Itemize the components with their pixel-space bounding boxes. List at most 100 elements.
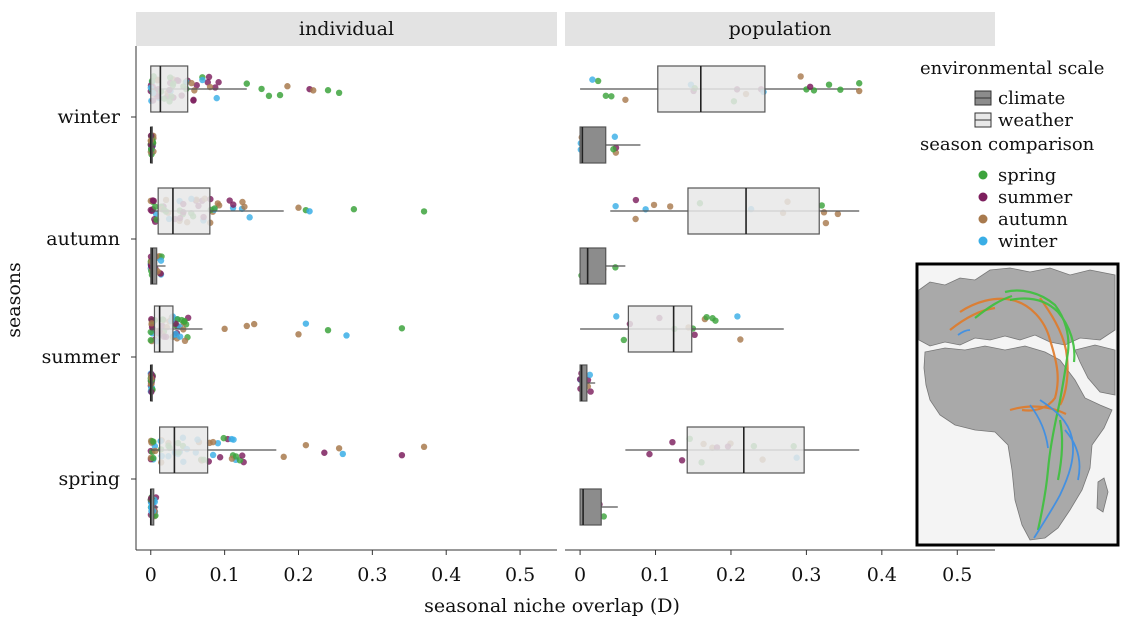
data-point-winter <box>209 451 217 459</box>
x-tick-label-population: 0.2 <box>716 564 746 586</box>
data-point-autumn <box>310 87 317 94</box>
data-point-winter <box>213 94 220 102</box>
legend-label-autumn: autumn <box>998 209 1068 230</box>
x-tick-label-individual: 0 <box>145 564 157 586</box>
box-body <box>153 305 174 353</box>
box-body <box>579 488 602 526</box>
box-body <box>159 426 209 474</box>
outliers-individual-autumn <box>295 204 428 215</box>
data-point-winter <box>228 435 235 443</box>
x-tick-label-individual: 0.2 <box>283 564 313 586</box>
data-point-winter <box>611 133 619 140</box>
outliers-individual-summer <box>221 320 406 339</box>
data-point-winter <box>613 313 620 320</box>
data-point-spring <box>220 434 227 442</box>
data-point-autumn <box>295 204 302 211</box>
y-axis-title: seasons <box>3 262 25 338</box>
box-body <box>627 305 693 353</box>
data-point-summer <box>216 454 224 461</box>
x-axis-title: seasonal niche overlap (D) <box>424 595 680 617</box>
data-point-spring <box>620 336 628 344</box>
box-individual-spring-weather <box>147 426 277 474</box>
legend-swatch-autumn <box>978 214 988 224</box>
data-point-spring <box>335 89 343 97</box>
facet-strip-individual <box>136 12 557 46</box>
outliers-individual-spring <box>280 441 428 461</box>
data-point-spring <box>152 203 159 210</box>
legend-swatch-winter <box>978 236 988 246</box>
data-point-autumn <box>241 203 248 210</box>
data-point-spring <box>818 202 825 209</box>
box-body <box>686 426 805 474</box>
data-point-spring <box>324 326 332 334</box>
legend-item-summer: summer <box>978 187 1073 208</box>
legend-item-climate: climate <box>974 88 1065 109</box>
data-point-autumn <box>335 445 343 452</box>
data-point-spring <box>243 80 250 87</box>
box-population-winter-weather <box>580 65 860 113</box>
box-population-spring-climate <box>579 488 618 526</box>
facet-label-population: population <box>729 18 832 40</box>
data-point-winter <box>339 450 347 458</box>
data-point-summer <box>632 196 640 204</box>
box-body <box>579 126 607 164</box>
data-point-spring <box>856 80 863 87</box>
legend-item-spring: spring <box>978 165 1056 186</box>
data-point-autumn <box>181 337 189 345</box>
box-population-winter-climate <box>577 126 641 164</box>
data-point-autumn <box>737 336 744 343</box>
data-point-winter <box>612 202 619 210</box>
data-point-autumn <box>666 203 674 210</box>
x-tick-label-population: 0 <box>574 564 586 586</box>
y-tick-label-summer: summer <box>42 346 121 368</box>
legend-swatch-spring <box>978 170 988 180</box>
data-point-winter <box>734 313 741 320</box>
axes: 0 0.1 0.2 0.3 0.4 0.5 0 0.1 0.2 0.3 0.4 0.5 winter au… <box>3 46 995 617</box>
data-point-spring <box>147 337 154 344</box>
data-point-autumn <box>151 447 159 455</box>
data-point-spring <box>608 93 615 100</box>
data-point-summer <box>806 83 814 90</box>
data-point-autumn <box>243 322 250 330</box>
data-point-spring <box>265 92 273 100</box>
legend-label-winter: winter <box>998 231 1058 252</box>
box-individual-summer-weather <box>147 305 203 353</box>
legend-title-scale: environmental scale <box>920 58 1104 79</box>
legend-item-winter: winter <box>978 231 1058 252</box>
data-point-winter <box>214 439 222 447</box>
y-tick-label-winter: winter <box>57 106 120 128</box>
data-point-spring <box>703 313 710 321</box>
data-point-spring <box>610 146 617 153</box>
data-point-spring <box>350 206 358 213</box>
data-point-autumn <box>822 219 830 227</box>
data-point-spring <box>600 513 607 520</box>
data-point-spring <box>232 453 240 460</box>
data-point-winter <box>199 76 206 84</box>
legend-label-summer: summer <box>998 187 1073 208</box>
data-point-autumn <box>148 320 155 327</box>
data-point-winter <box>157 257 165 264</box>
data-point-autumn <box>856 87 863 95</box>
box-population-summer-climate <box>576 364 596 402</box>
data-point-spring <box>324 87 332 94</box>
data-point-winter <box>589 76 596 83</box>
box-population-spring-weather <box>625 426 860 474</box>
legend-item-autumn: autumn <box>978 209 1068 230</box>
data-point-autumn <box>820 209 828 216</box>
y-tick-label-spring: spring <box>59 468 120 490</box>
data-point-spring <box>594 77 602 85</box>
box-population-autumn-climate <box>578 247 626 285</box>
x-tick-label-population: 0.5 <box>942 564 972 586</box>
box-body <box>579 247 607 285</box>
data-point-summer <box>230 201 237 208</box>
data-point-summer <box>587 388 594 395</box>
data-point-spring <box>147 328 154 336</box>
x-tick-label-individual: 0.4 <box>431 564 461 586</box>
box-body <box>150 247 158 285</box>
legend-label-climate: climate <box>998 88 1065 109</box>
data-point-winter <box>172 330 179 338</box>
data-point-autumn <box>797 73 804 80</box>
box-population-summer-weather <box>580 305 784 353</box>
box-population-autumn-weather <box>610 187 860 235</box>
